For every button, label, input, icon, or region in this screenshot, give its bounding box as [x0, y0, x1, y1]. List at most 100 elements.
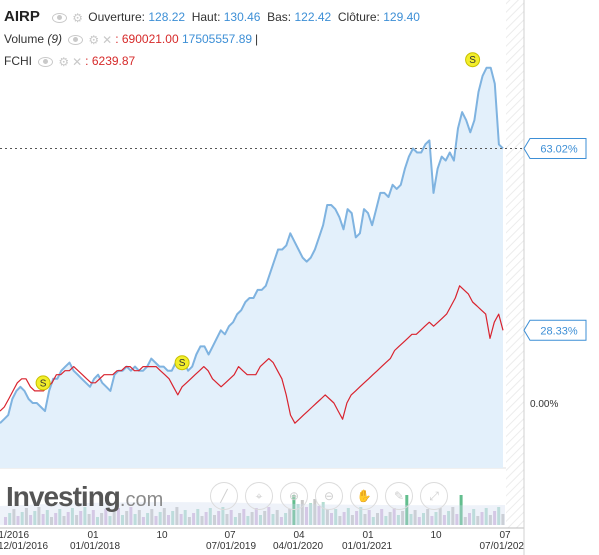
eye-icon[interactable] [52, 12, 68, 23]
volume-bar [200, 516, 204, 525]
gear-icon[interactable]: ⚙ [58, 54, 70, 69]
x-tick-label: 04 [293, 530, 305, 541]
volume-bar [267, 507, 271, 525]
x-tick-label: 01 [362, 530, 374, 541]
volume-bar [263, 511, 267, 525]
volume-bar [150, 509, 154, 525]
volume-bar [24, 508, 28, 525]
gear-icon[interactable]: ⚙ [88, 32, 100, 47]
x-tick-label: 10 [156, 530, 168, 541]
x-tick-label: 01/01/2018 [70, 541, 120, 552]
volume-bar [330, 513, 333, 525]
volume-bar [455, 514, 459, 525]
zoom-tool-icon[interactable]: ⊕ [280, 482, 308, 510]
volume-bar [367, 510, 371, 525]
volume-average-band [0, 502, 505, 525]
close-icon[interactable]: ✕ [72, 54, 83, 69]
volume-bar [121, 515, 124, 525]
split-marker-label: S [469, 55, 476, 66]
volume-bar [125, 511, 129, 525]
volume-bar [363, 514, 367, 525]
close-icon[interactable]: ✕ [102, 32, 113, 47]
volume-bar [238, 513, 242, 525]
close-label: Clôture: [337, 10, 380, 24]
volume-bar [79, 511, 83, 525]
volume-bar [442, 515, 446, 525]
volume-bar [158, 512, 162, 525]
x-tick-label: 07/01/2019 [206, 541, 256, 552]
volume-bar [405, 495, 409, 525]
volume-bar [129, 507, 133, 525]
split-marker: S [35, 375, 51, 391]
volume-bar [501, 514, 505, 525]
volume-bar [16, 516, 20, 525]
volume-bar [58, 509, 62, 525]
volume-bar [221, 507, 225, 525]
zoom-out-icon[interactable]: ⊖ [315, 482, 343, 510]
volume-bar [259, 515, 262, 525]
draw-tool-icon[interactable]: ✎ [385, 482, 413, 510]
volume-bar [401, 511, 405, 525]
volume-bar [275, 510, 279, 525]
volume-bar [167, 515, 170, 525]
split-marker-circle [465, 52, 481, 68]
high-label: Haut: [191, 10, 221, 24]
volume-bar [50, 517, 53, 525]
volume-bar [183, 510, 187, 525]
volume-bar [141, 517, 145, 525]
volume-bar [342, 512, 346, 525]
volume-bar [296, 504, 300, 525]
volume-bar [305, 507, 308, 525]
pointer-tool-icon[interactable]: ⌖ [245, 482, 273, 510]
volume-bar [154, 516, 158, 525]
x-tick-label: 07/01/202 [480, 541, 525, 552]
volume-bar [171, 511, 175, 525]
x-tick-label: 07 [224, 530, 236, 541]
volume-bar [213, 515, 216, 525]
volume-bar [146, 513, 150, 525]
volume-bar [162, 508, 166, 525]
line-tool-icon[interactable]: ╱ [210, 482, 238, 510]
volume-bar [434, 512, 438, 525]
open-label: Ouverture: [88, 10, 145, 24]
volume-bar [246, 516, 250, 525]
volume-bar [54, 513, 58, 525]
x-tick-label: 01/01/2021 [342, 541, 392, 552]
volume-bar [438, 508, 442, 525]
eye-icon[interactable] [68, 34, 84, 45]
eye-icon[interactable] [38, 56, 54, 67]
legend-row-volume: Volume (9) ⚙ ✕: 690021.00 17505557.89 | [4, 28, 524, 50]
y-tick-label: 0.00% [530, 399, 558, 410]
legend-row-airp: AIRP ⚙ Ouverture: 128.22 Haut: 130.46 Ba… [4, 6, 524, 28]
volume-bar [112, 512, 116, 525]
volume-bar [37, 507, 41, 525]
airp-area-fill [0, 67, 503, 468]
airp-last-value-label: 63.02% [523, 137, 587, 159]
high-value: 130.46 [223, 10, 261, 24]
volume-bar [20, 512, 24, 525]
series-line-airp [0, 66, 504, 424]
volume-bar [426, 509, 430, 525]
gear-icon[interactable]: ⚙ [72, 10, 83, 25]
volume-bar [396, 515, 400, 525]
volume-period: (9) [47, 32, 63, 46]
split-marker-label: S [40, 378, 47, 389]
volume-bar [338, 516, 342, 525]
volume-average: 17505557.89 [181, 32, 253, 46]
volume-bar [217, 511, 221, 525]
volume-bar [392, 508, 396, 525]
volume-bar [284, 513, 288, 525]
volume-bar [250, 512, 254, 525]
volume-bar [33, 511, 37, 525]
volume-bar [12, 509, 16, 525]
volume-bar [484, 508, 488, 525]
volume-bar [192, 513, 196, 525]
volume-bar [292, 495, 296, 525]
fullscreen-icon[interactable]: ⤢ [420, 482, 448, 510]
hand-tool-icon[interactable]: ✋ [350, 482, 378, 510]
volume-bar [384, 516, 388, 525]
volume-bar [346, 508, 350, 525]
brand-logo: Investing.com [6, 481, 164, 512]
volume-value: : 690021.00 [115, 32, 179, 46]
